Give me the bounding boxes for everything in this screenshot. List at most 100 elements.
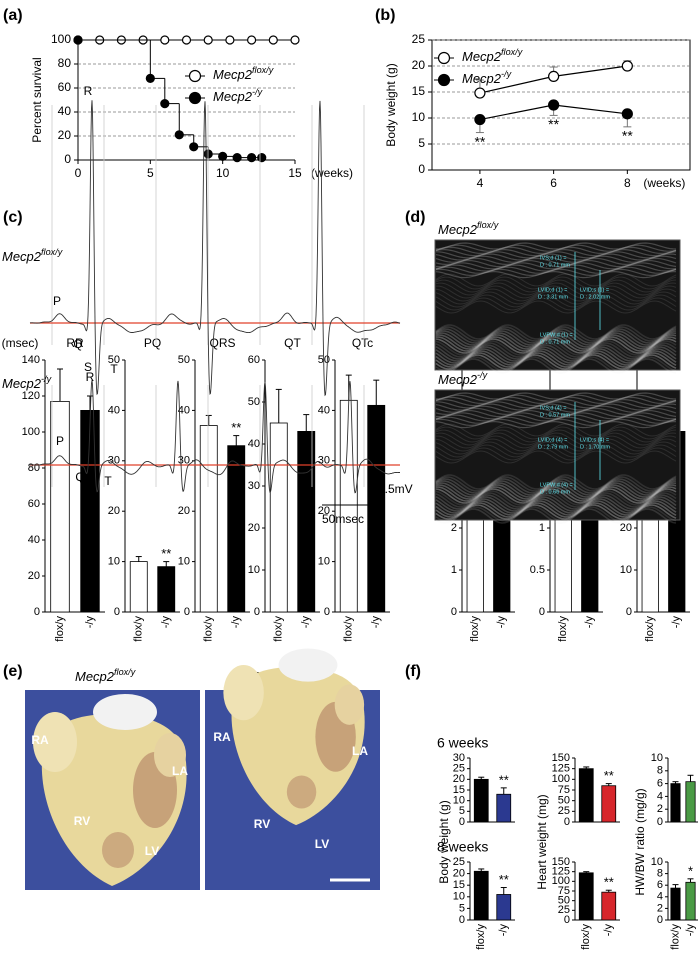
bar xyxy=(227,445,246,613)
y-tick-label: 50 xyxy=(108,354,120,366)
y-tick-label: 1 xyxy=(451,564,457,576)
bar xyxy=(199,425,218,613)
heart-label: RV xyxy=(74,814,90,828)
legend-label: Mecp2flox/y xyxy=(213,65,274,82)
marker xyxy=(160,35,170,45)
wave-label: P xyxy=(53,294,61,308)
echo-band xyxy=(435,426,677,440)
y-tick-label: 75 xyxy=(558,784,570,796)
echo-band xyxy=(435,356,677,372)
y-tick-label: 15 xyxy=(412,84,426,98)
echo-band xyxy=(435,279,677,293)
marker xyxy=(474,87,486,99)
y-tick-label: 0 xyxy=(564,914,570,926)
echo-band xyxy=(435,330,677,346)
y-tick-label: 2 xyxy=(451,522,457,534)
x-tick-label: flox/y xyxy=(557,616,569,642)
echo-band xyxy=(435,300,677,314)
measurement: LVID;d (1) = xyxy=(538,287,567,293)
y-tick-label: 1 xyxy=(539,522,545,534)
marker xyxy=(247,153,257,163)
x-tick-label: flox/y xyxy=(669,924,681,950)
panel-label: (c) xyxy=(3,209,23,226)
echo-band xyxy=(435,348,677,364)
echo-band xyxy=(435,251,677,259)
echo-band xyxy=(435,338,677,354)
echo-band xyxy=(435,328,677,344)
y-tick-label: 30 xyxy=(108,455,120,467)
x-tick-label: 10 xyxy=(216,166,230,180)
legend-label-superscript: flox/y xyxy=(252,65,274,75)
y-tick-label: 30 xyxy=(453,752,465,764)
legend-label: Mecp2flox/y xyxy=(462,47,523,64)
echo-band xyxy=(435,420,677,429)
y-tick-label: 40 xyxy=(248,438,260,450)
trace-label-base: Mecp2 xyxy=(2,376,42,391)
marker xyxy=(203,35,213,45)
marker xyxy=(548,70,560,83)
echo-band xyxy=(435,262,677,270)
heart xyxy=(33,694,187,886)
legend-label: Mecp2-/y xyxy=(462,69,512,86)
x-tick-label: 0 xyxy=(75,166,82,180)
x-tick-label: 4 xyxy=(477,176,484,190)
measurement: LVID;s (1) = xyxy=(580,287,609,293)
bar xyxy=(685,781,696,823)
bar xyxy=(269,422,288,613)
x-tick-label: flox/y xyxy=(644,616,656,642)
y-tick-label: 100 xyxy=(552,773,570,785)
image-label: Mecp2-/y xyxy=(438,370,488,387)
bar xyxy=(578,768,594,823)
y-tick-label: 40 xyxy=(178,404,190,416)
ecg-trace xyxy=(29,380,400,494)
echo-band xyxy=(435,480,677,496)
y-tick-label: 40 xyxy=(318,404,330,416)
y-tick-label: 0 xyxy=(451,606,457,618)
chart-panel-label: (b) xyxy=(375,7,395,24)
x-tick-label: flox/y xyxy=(469,616,481,642)
echo-band xyxy=(435,264,677,272)
x-tick-label: flox/y xyxy=(273,616,285,642)
y-tick-label: 150 xyxy=(552,752,570,764)
y-tick-label: 5 xyxy=(459,902,465,914)
marker xyxy=(257,153,267,163)
echo-band xyxy=(435,259,677,268)
y-tick-label: 20 xyxy=(28,570,40,582)
echo-band xyxy=(435,401,677,409)
echo-band xyxy=(435,494,677,510)
echo-band xyxy=(435,478,677,494)
heart-label: LV xyxy=(315,837,329,851)
atrium xyxy=(223,665,264,721)
echo-band xyxy=(435,403,677,411)
legend-label-base: Mecp2 xyxy=(213,89,253,104)
measurement: D : 0.66 mm xyxy=(540,489,570,495)
x-tick-label: flox/y xyxy=(133,616,145,642)
x-tick-label: -/y xyxy=(160,616,172,629)
y-axis-label: Body weight (g) xyxy=(437,800,451,883)
bar xyxy=(157,566,176,613)
marker xyxy=(621,108,633,120)
y-axis-label: Percent survival xyxy=(30,57,44,142)
significance: ** xyxy=(474,133,485,149)
y-tick-label: 20 xyxy=(178,505,190,517)
row-label: 6 weeks xyxy=(437,735,488,751)
y-tick-label: 5 xyxy=(418,136,425,150)
y-tick-label: 140 xyxy=(22,354,40,366)
y-tick-label: 10 xyxy=(108,556,120,568)
chart-title: QRS xyxy=(209,336,235,350)
wave-label: R xyxy=(86,370,95,384)
echo-band xyxy=(435,414,677,422)
y-tick-label: 60 xyxy=(28,498,40,510)
y-tick-label: 10 xyxy=(620,564,632,576)
trace-label: Mecp2flox/y xyxy=(2,247,63,264)
marker xyxy=(218,151,228,161)
y-tick-label: 0.5 xyxy=(530,564,545,576)
echo-band xyxy=(435,340,677,356)
y-tick-label: 5 xyxy=(459,805,465,817)
y-tick-label: 100 xyxy=(552,875,570,887)
image-label-superscript: flox/y xyxy=(114,667,136,677)
y-tick-label: 0 xyxy=(254,606,260,618)
echo-band xyxy=(435,450,677,464)
y-tick-label: 20 xyxy=(108,505,120,517)
